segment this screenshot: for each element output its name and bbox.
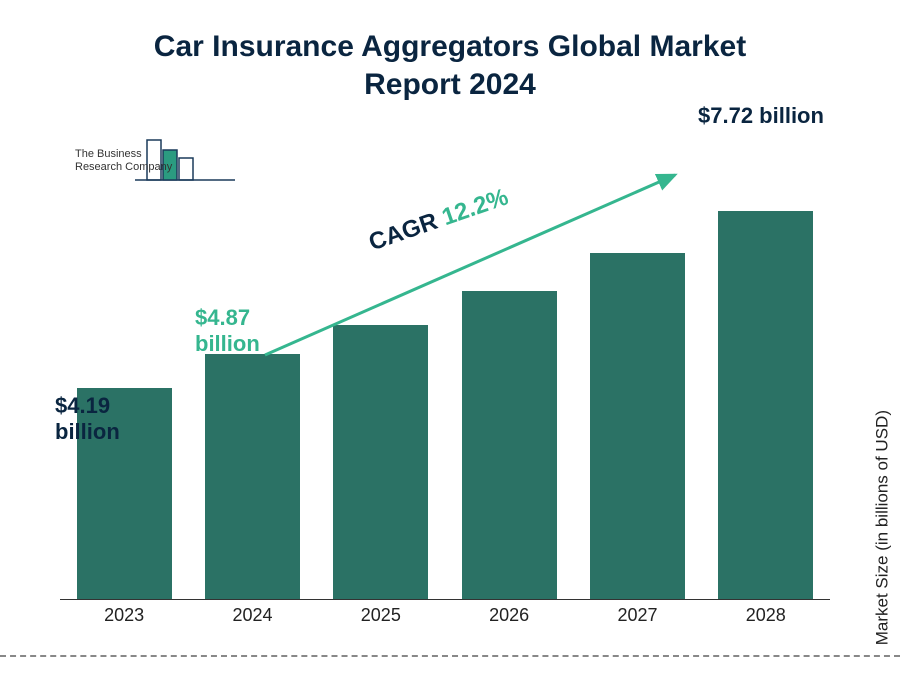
bar: [462, 291, 557, 599]
category-label: 2023: [77, 605, 172, 626]
category-label: 2024: [205, 605, 300, 626]
logo-line2: Research Company: [75, 161, 172, 174]
logo-line1: The Business: [75, 148, 172, 161]
category-labels: 2023 2024 2025 2026 2027 2028: [60, 605, 830, 626]
bottom-divider: [0, 655, 900, 657]
bar-column: [590, 253, 685, 599]
category-label: 2025: [333, 605, 428, 626]
y-axis-label: Market Size (in billions of USD): [872, 410, 892, 645]
title-line1: Car Insurance Aggregators Global Market: [0, 28, 900, 66]
category-label: 2026: [462, 605, 557, 626]
bar-column: [333, 325, 428, 599]
bars-container: [60, 200, 830, 599]
brand-logo: The Business Research Company: [75, 130, 235, 190]
bar-column: [462, 291, 557, 599]
bar: [590, 253, 685, 599]
value-label: $4.19billion: [55, 393, 120, 446]
bar-column: [205, 354, 300, 599]
category-label: 2028: [718, 605, 813, 626]
value-label: $7.72 billion: [698, 103, 824, 129]
bar: [718, 211, 813, 599]
title-line2: Report 2024: [0, 66, 900, 104]
chart-title: Car Insurance Aggregators Global Market …: [0, 0, 900, 103]
category-label: 2027: [590, 605, 685, 626]
bar: [333, 325, 428, 599]
logo-text: The Business Research Company: [75, 148, 172, 174]
bar: [205, 354, 300, 599]
chart-area: [60, 200, 830, 600]
value-label: $4.87billion: [195, 305, 260, 358]
bar-column: [718, 211, 813, 599]
